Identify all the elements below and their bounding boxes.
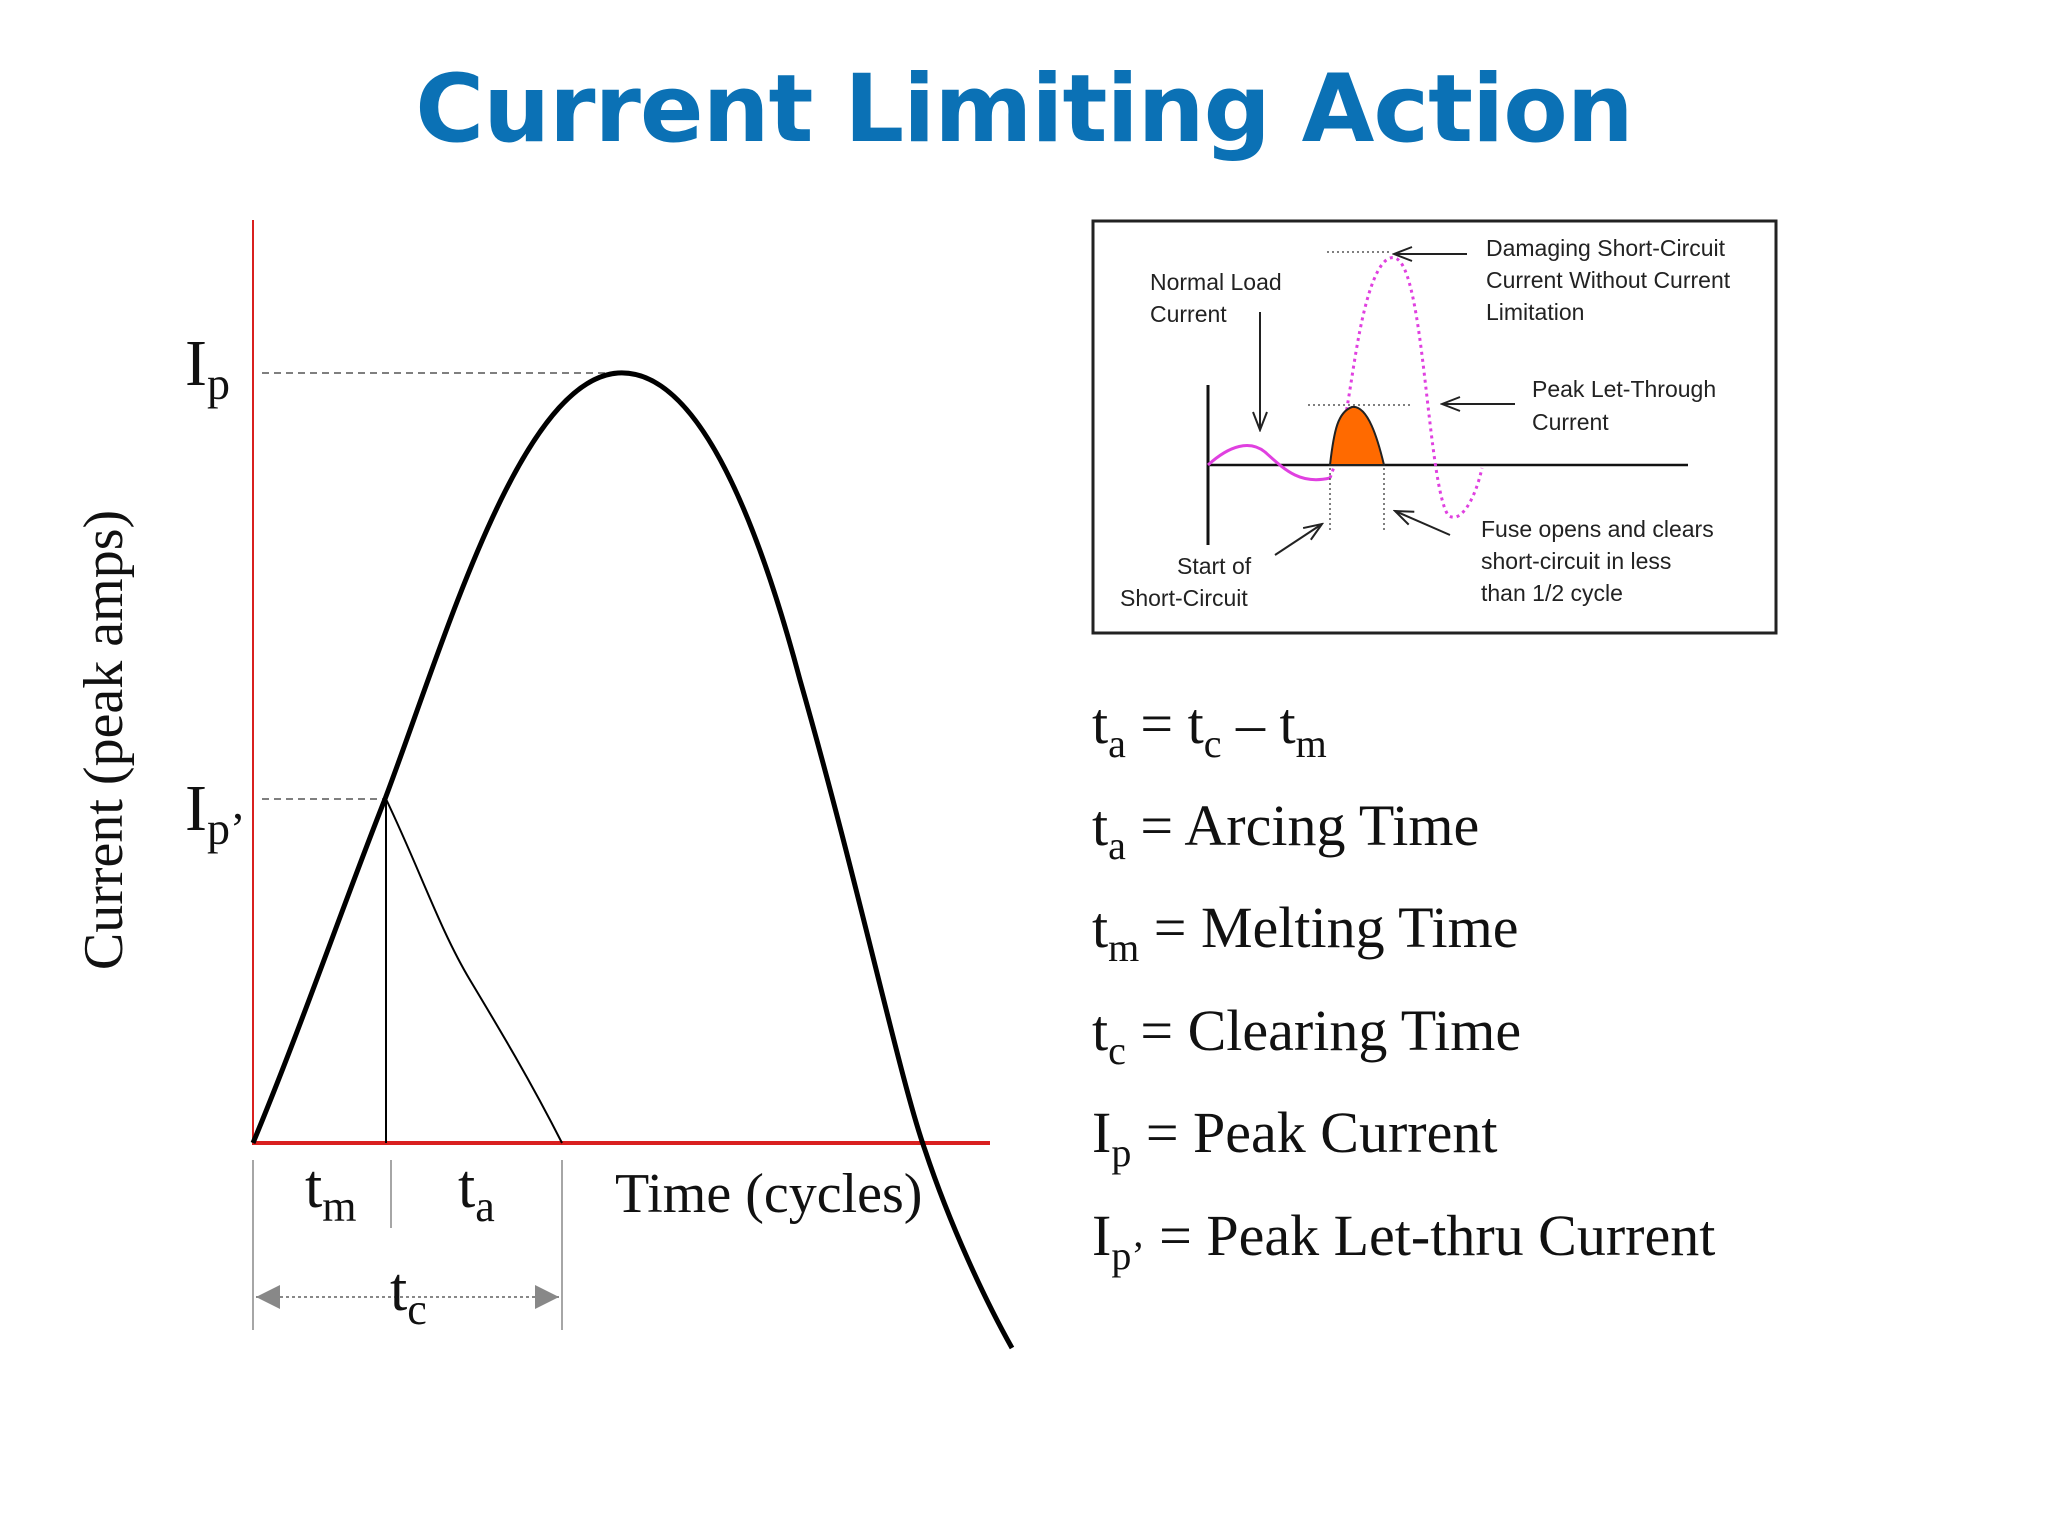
arcing-time-label: ta [458, 1153, 495, 1231]
slide-title: Current Limiting Action [415, 55, 1633, 164]
inset-start-label: Start of Short-Circuit [1120, 553, 1258, 611]
definition-peak-current: Ip = Peak Current [1092, 1100, 1498, 1175]
inset-normal-load-label: Normal Load Current [1150, 269, 1288, 327]
definition-formula: ta = tc – tm [1092, 691, 1327, 766]
inset-arrow-fuse [1395, 511, 1451, 536]
fault-current-curve [250, 370, 1015, 1350]
clearing-time-label: tc [390, 1256, 427, 1334]
y-axis-label: Current (peak amps) [73, 510, 135, 970]
letthru-current-label: Ip’ [185, 772, 245, 854]
definition-melting-time: tm = Melting Time [1092, 895, 1519, 970]
inset-letthrough-pulse [1328, 406, 1386, 466]
inset-peak-letthrough-label: Peak Let-Through Current [1532, 376, 1723, 435]
inset-diagram: Normal Load Current Damaging Short-Circu… [1091, 219, 1778, 635]
inset-load-wave [1206, 444, 1331, 482]
let-thru-decay-curve [385, 798, 563, 1144]
inset-damaging-wave [1328, 256, 1484, 519]
x-axis-label: Time (cycles) [615, 1163, 922, 1225]
inset-fuse-opens-label: Fuse opens and clears short-circuit in l… [1481, 516, 1720, 606]
melting-time-label: tm [305, 1153, 356, 1231]
definition-arcing-time: ta = Arcing Time [1092, 793, 1480, 868]
peak-current-label: Ip [185, 327, 230, 409]
definition-clearing-time: tc = Clearing Time [1092, 998, 1522, 1073]
inset-arrow-start [1274, 524, 1322, 556]
definition-peak-letthru-current: Ip’ = Peak Let-thru Current [1092, 1203, 1716, 1278]
inset-damaging-label: Damaging Short-Circuit Current Without C… [1486, 235, 1737, 325]
